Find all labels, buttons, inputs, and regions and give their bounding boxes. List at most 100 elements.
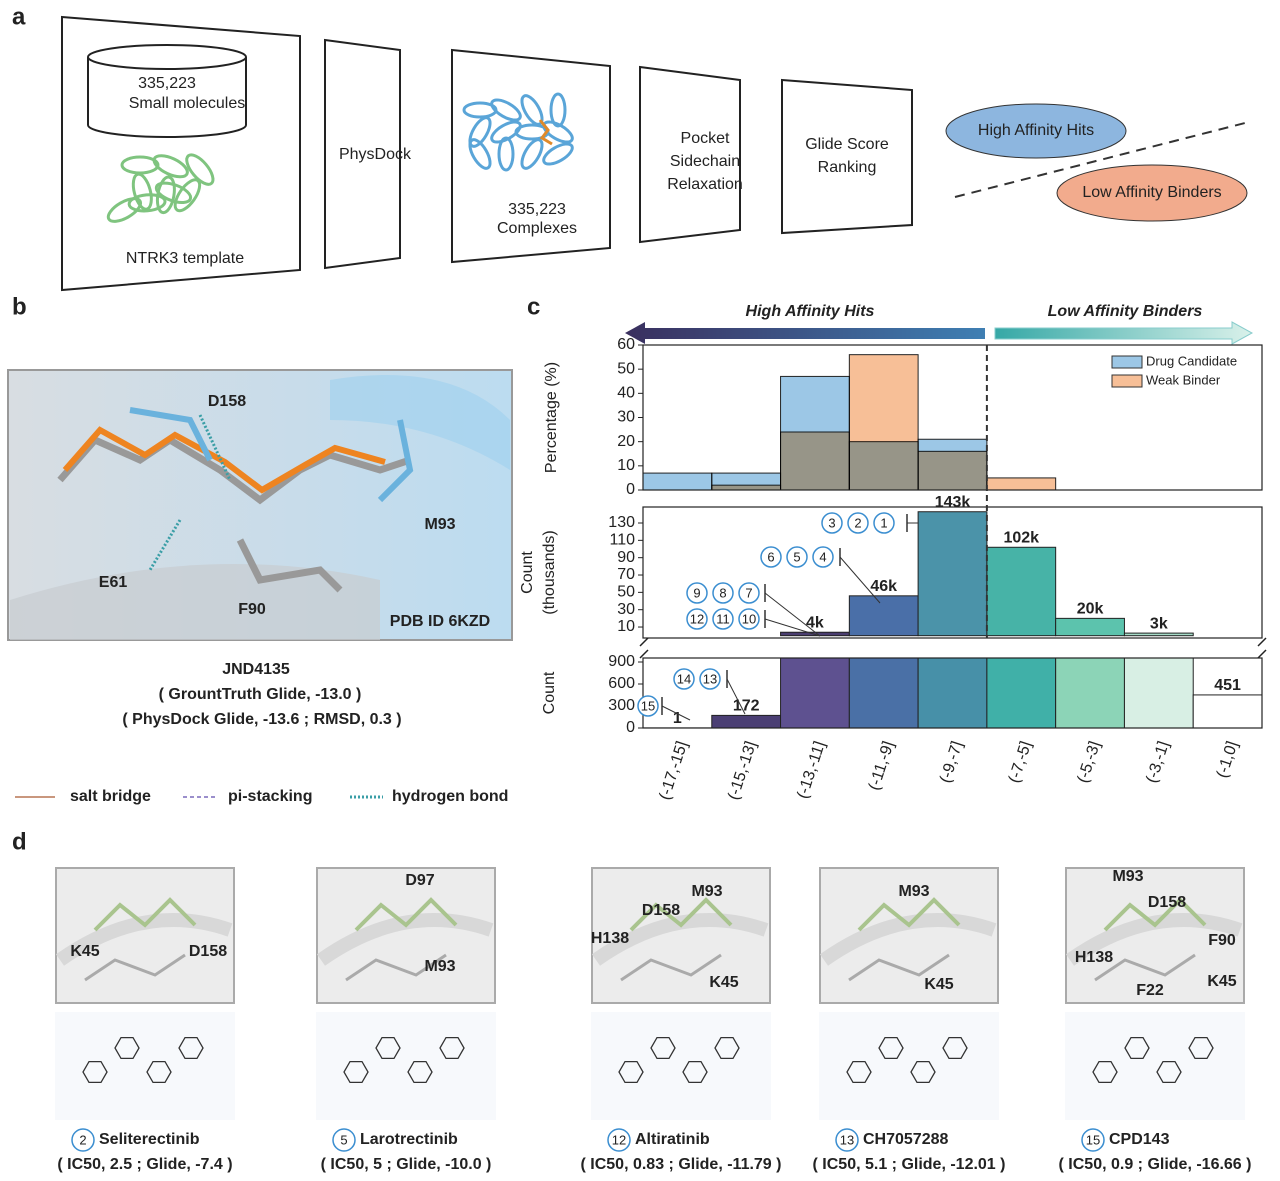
residue-label: D158 [189,943,227,960]
decoration [178,1036,204,1060]
y-tick-label: 90 [617,549,635,566]
annotation: 12 [612,1132,626,1147]
y-tick-label: 30 [617,601,635,618]
y-tick-label: 40 [617,385,635,402]
y-tick-label: 900 [608,653,635,670]
decoration [1124,1036,1150,1060]
residue-label: M93 [424,958,455,975]
compound-activity: ( IC50, 0.83 ; Glide, -11.79 ) [581,1156,782,1173]
bar [848,441,919,490]
y-tick-label: 70 [617,566,635,583]
panel-label: a [12,3,26,30]
decoration [639,65,741,244]
decoration [1056,164,1248,222]
decoration [994,321,1254,345]
y-tick-label: 60 [617,336,635,353]
decoration [324,38,401,270]
plot-frame [642,657,1263,729]
plot [780,511,1194,637]
compound-name: CPD143 [1109,1131,1170,1148]
value-label: 102k [1003,529,1039,546]
annotation: 15 [641,698,655,713]
annotation: 6 [767,549,774,564]
bar [1192,694,1262,728]
x-tick-label: (-3,-1] [1143,739,1172,785]
x-tick-label: (-1,0] [1214,739,1242,780]
residue-label: M93 [424,516,455,533]
residue-label: D97 [405,872,434,889]
text: Small molecules [129,95,245,112]
residue-label: K45 [924,976,953,993]
decoration [819,1012,999,1120]
decoration [377,419,414,503]
decoration [520,138,544,170]
x-tick-label: (-15,-13] [725,739,760,802]
decoration [57,435,412,505]
annotation: 4 [819,549,826,564]
decoration [1257,649,1267,659]
plot-frame [642,344,1263,491]
decoration [661,705,691,721]
decoration [712,608,734,630]
decoration [332,1128,356,1152]
bar [848,658,919,728]
decoration [236,538,343,593]
residue-label: H138 [1075,949,1113,966]
decoration [738,582,760,604]
residue-label: M93 [898,883,929,900]
decoration [714,1036,740,1060]
y-tick-label: 300 [608,697,635,714]
y-tick-label: 0 [626,719,635,736]
value-label: 20k [1077,601,1104,618]
decoration [87,57,247,138]
residue-label: K45 [709,974,738,991]
annotation: 5 [793,549,800,564]
text: NTRK3 template [126,250,244,267]
decoration [812,546,834,568]
decoration [375,1036,401,1060]
text: 335,223 [508,201,566,218]
plot [643,354,1057,490]
decoration [520,94,544,126]
decoration [407,1060,433,1084]
decoration [146,1060,172,1084]
decoration [154,181,193,205]
x-tick-label: (-11,-9] [866,739,898,792]
annotation: 2 [854,515,861,530]
value-label: 143k [935,494,971,511]
decoration [343,1060,369,1084]
decoration [316,867,496,1004]
decoration [699,668,721,690]
y-axis-label: Count [541,671,558,714]
bar [711,714,782,728]
decoration [148,519,182,571]
pdb-label: PDB ID 6KZD [390,613,490,630]
decoration [760,546,782,568]
x-tick-label: (-13,-11] [794,739,829,801]
text: ( PhysDock Glide, -13.6 ; RMSD, 0.3 ) [122,711,401,728]
residue-label: K45 [70,943,99,960]
annotation: 5 [340,1132,347,1147]
decoration [497,136,515,172]
decoration [439,1036,465,1060]
compound-name: Seliterectinib [99,1131,200,1148]
bar [917,511,988,637]
decoration [55,1012,235,1120]
decoration [131,172,153,211]
text: Glide Score [805,136,889,153]
decoration [639,649,649,659]
decoration [764,592,821,637]
decoration [686,582,708,604]
legend-label: salt bridge [70,788,151,805]
value-label: 172 [733,698,760,715]
decoration [1257,637,1267,647]
compound-activity: ( IC50, 0.9 ; Glide, -16.66 ) [1059,1156,1252,1173]
bar [780,658,850,728]
decoration [490,98,522,122]
bar [643,472,713,490]
decoration [591,1012,771,1120]
annotation: 14 [677,671,691,686]
decoration [819,867,999,1004]
annotation: 13 [703,671,717,686]
